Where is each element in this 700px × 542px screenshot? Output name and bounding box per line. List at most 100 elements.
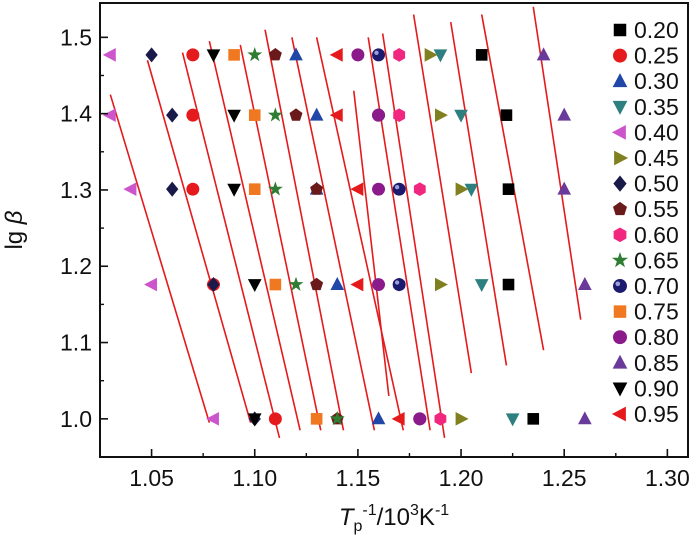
y-axis-label: lg β — [1, 210, 28, 249]
data-point-0.85-5 — [536, 47, 551, 61]
data-point-0.70-2-highlight — [394, 280, 400, 285]
data-point-0.40-1 — [205, 412, 219, 426]
data-point-0.90-4 — [227, 109, 241, 123]
data-point-0.90-5 — [206, 49, 221, 63]
x-tick-label-1.05: 1.05 — [129, 465, 174, 491]
x-axis-label-sup2: 3 — [410, 502, 419, 519]
y-tick-label-1.1: 1.1 — [60, 330, 92, 356]
data-point-0.35-2 — [474, 279, 489, 293]
data-point-0.80-5 — [351, 48, 365, 62]
legend-label-0.45: 0.45 — [634, 145, 679, 171]
data-point-0.75-2 — [269, 278, 282, 291]
data-point-0.40-5 — [102, 48, 116, 62]
data-point-0.40-4 — [102, 108, 116, 122]
fit-line-9 — [352, 90, 390, 397]
fit-line-6 — [264, 29, 345, 431]
data-point-0.40-2 — [144, 277, 158, 292]
data-point-0.30-5 — [289, 47, 303, 61]
data-point-0.95-3 — [350, 182, 364, 196]
data-point-0.65-4 — [267, 107, 283, 122]
x-axis-label-main: T — [339, 504, 356, 531]
data-point-0.35-3 — [464, 183, 479, 197]
y-tick-label-1.0: 1.0 — [60, 406, 92, 432]
plot-frame — [99, 2, 689, 458]
legend-marker-0.80 — [613, 330, 627, 345]
data-point-0.20-5 — [475, 49, 488, 61]
data-point-0.95-1 — [391, 412, 405, 426]
x-axis-label-mid: /10 — [377, 504, 410, 531]
data-point-0.95-5 — [329, 48, 343, 62]
x-tick-label-1.30: 1.30 — [645, 465, 690, 491]
legend-marker-0.55 — [613, 201, 627, 216]
data-point-0.25-5 — [186, 48, 200, 62]
data-points — [102, 47, 592, 427]
y-tick-label-1.3: 1.3 — [60, 177, 92, 203]
data-point-0.55-5 — [268, 48, 282, 61]
fit-line-14 — [480, 14, 545, 351]
series-0.90 — [206, 49, 262, 427]
y-axis-label-italic: β — [1, 210, 28, 225]
axis-ticks: 1.05 1.10 1.15 1.20 1.25 1.30 1.0 1.1 1.2 1.3 1.4 1… — [60, 24, 690, 491]
fit-line-7 — [291, 37, 376, 431]
legend-label-0.85: 0.85 — [634, 350, 679, 376]
data-point-0.75-5 — [228, 49, 240, 61]
data-point-0.20-4 — [500, 109, 513, 121]
data-point-0.70-5-highlight — [374, 50, 379, 56]
fit-lines — [109, 6, 582, 439]
data-point-0.70-5 — [372, 48, 386, 62]
data-point-0.60-5 — [393, 48, 406, 62]
legend-marker-0.75 — [613, 305, 627, 318]
legend-marker-0.35 — [612, 100, 628, 115]
legend-marker-0.60 — [613, 227, 627, 243]
data-point-0.65-3 — [267, 181, 283, 196]
fit-line-11 — [381, 33, 446, 439]
data-point-0.85-4 — [557, 107, 572, 121]
data-point-0.60-4 — [393, 108, 406, 122]
fit-line-12 — [412, 14, 473, 374]
series-0.25 — [186, 48, 282, 426]
data-point-0.75-1 — [310, 413, 323, 425]
x-tick-label-1.10: 1.10 — [232, 465, 277, 491]
data-point-0.25-3 — [186, 182, 200, 196]
data-point-0.55-4 — [289, 108, 303, 121]
data-point-0.40-3 — [123, 182, 137, 196]
data-point-0.80-2 — [372, 278, 386, 292]
fit-line-8 — [315, 37, 405, 431]
legend-marker-0.95 — [611, 406, 626, 422]
series-0.95 — [329, 48, 405, 426]
data-point-0.65-5 — [247, 47, 263, 62]
x-axis-label-sup3: -1 — [435, 502, 449, 519]
y-tick-label-1.4: 1.4 — [60, 101, 92, 127]
legend-marker-0.70 — [613, 279, 627, 293]
data-point-0.50-2 — [207, 277, 220, 293]
data-point-0.30-1 — [371, 411, 386, 425]
data-point-0.30-4 — [309, 107, 324, 121]
data-point-0.45-1 — [455, 412, 469, 426]
fit-line-4 — [208, 40, 301, 431]
series-0.35 — [433, 49, 520, 427]
legend-label-0.55: 0.55 — [634, 196, 679, 222]
x-axis-label-sub: p — [354, 518, 363, 535]
data-point-0.65-2 — [288, 276, 304, 291]
data-point-0.45-4 — [434, 108, 448, 122]
legend-label-0.20: 0.20 — [634, 17, 679, 43]
series-0.65 — [247, 47, 345, 426]
legend-label-0.70: 0.70 — [634, 273, 679, 299]
data-point-0.70-3 — [392, 182, 406, 196]
legend-marker-0.25 — [613, 48, 627, 63]
data-point-0.80-3 — [372, 182, 386, 196]
series-0.85 — [536, 47, 592, 425]
x-tick-label-1.20: 1.20 — [439, 465, 484, 491]
data-point-0.70-2 — [392, 278, 406, 292]
fit-line-10 — [367, 37, 431, 431]
legend-marker-0.70-highlight — [615, 281, 621, 287]
legend-marker-0.30 — [612, 73, 628, 88]
legend-label-0.65: 0.65 — [634, 247, 679, 273]
fit-line-1 — [109, 94, 211, 423]
x-tick-label-1.15: 1.15 — [336, 465, 381, 491]
y-tick-label-1.2: 1.2 — [60, 253, 92, 279]
data-point-0.80-4 — [372, 108, 386, 122]
x-tick-label-1.25: 1.25 — [542, 465, 587, 491]
data-point-0.95-4 — [329, 108, 343, 122]
data-point-0.75-3 — [248, 183, 261, 195]
